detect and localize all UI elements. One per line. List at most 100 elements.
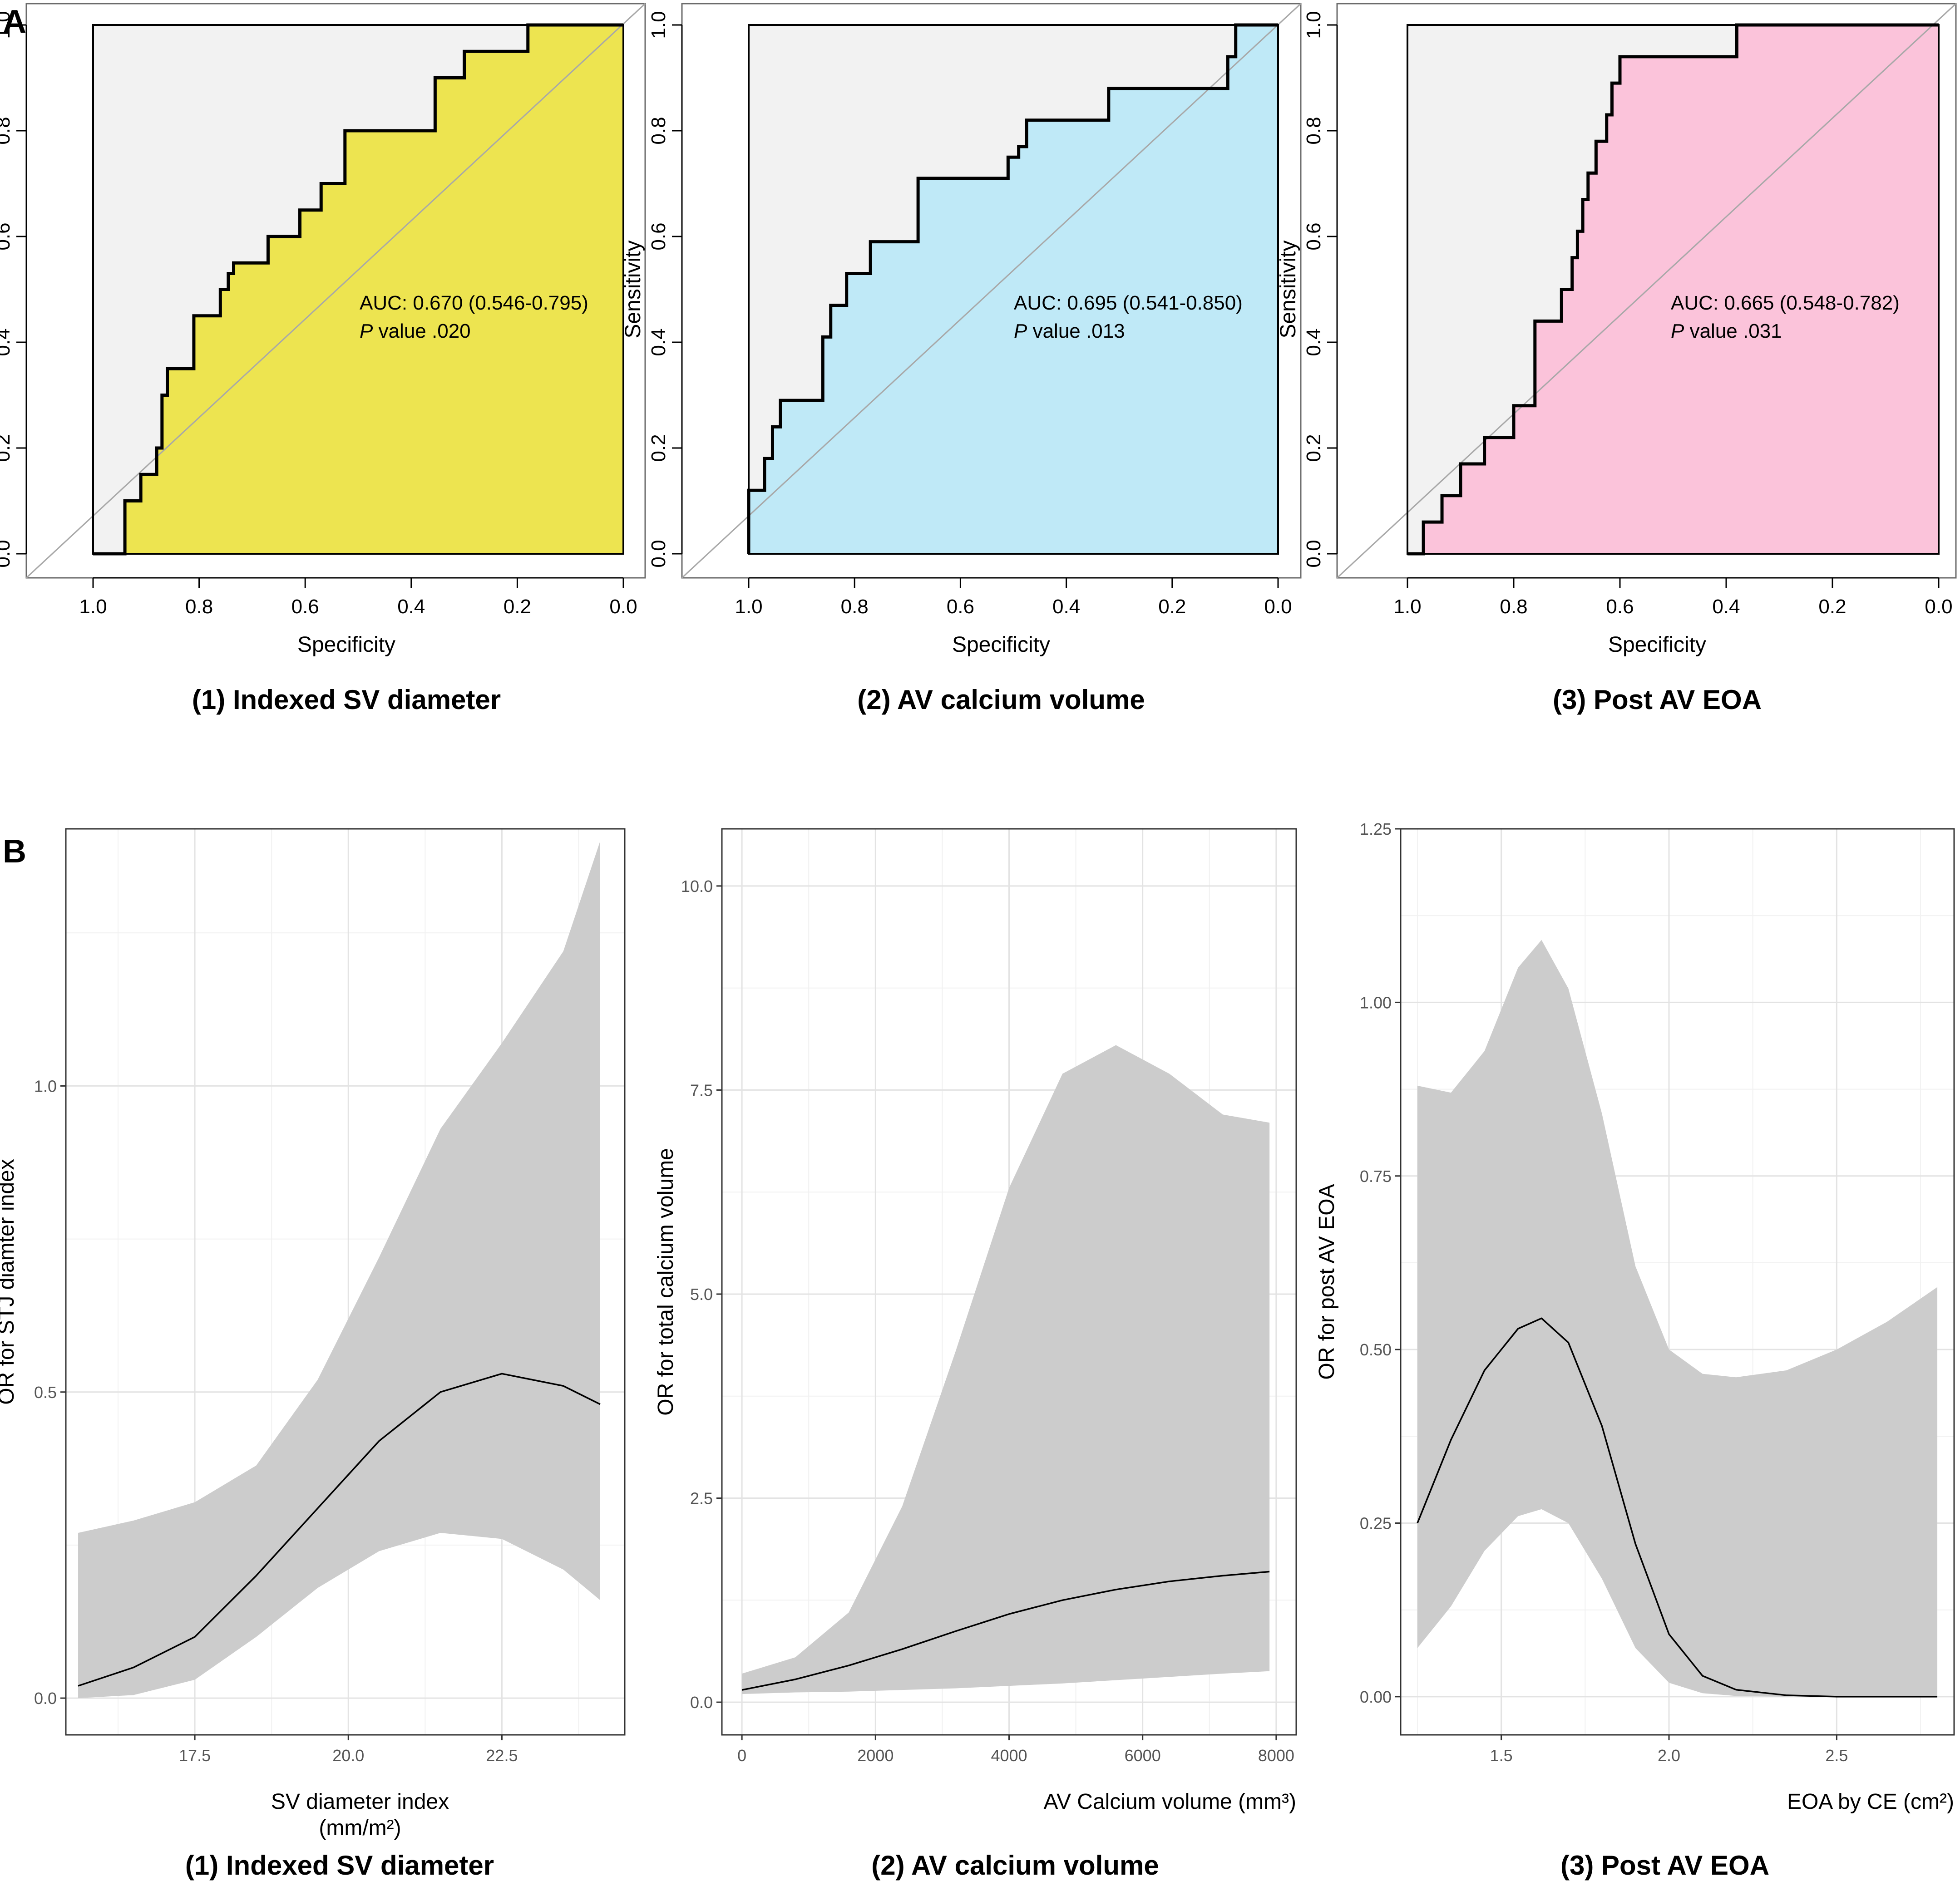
fit-line xyxy=(1417,1317,1938,1698)
confidence-band xyxy=(78,841,600,1699)
y-tick-label: 2.5 xyxy=(690,1489,713,1508)
x-tick-label: 1.5 xyxy=(1490,1746,1513,1765)
roc-box xyxy=(1407,24,1940,555)
panel-caption: (3) Post AV EOA xyxy=(1553,684,1762,715)
y-tick-label: 0.8 xyxy=(0,117,14,144)
y-tick-label: 0.6 xyxy=(1303,222,1325,250)
confidence-band xyxy=(1417,940,1938,1697)
y-tick-label: 0.2 xyxy=(1303,434,1325,462)
y-tick-label: 0.8 xyxy=(1303,117,1325,144)
y-tick-label: 1.0 xyxy=(647,11,670,39)
y-tick-label: 0.4 xyxy=(647,328,670,356)
plot-border xyxy=(65,828,626,1736)
fit-line xyxy=(78,1373,601,1687)
x-axis-title: Specificity xyxy=(1608,633,1706,657)
x-tick-label: 2.5 xyxy=(1825,1746,1848,1765)
spline-chart-av-calcium: 0 2000 4000 6000 8000 0.0 2.5 5.0 7.5 10.0 AV Calc… xyxy=(654,828,1297,1881)
plot-border xyxy=(1400,828,1955,1736)
roc-curve xyxy=(747,23,1278,554)
y-tick-label: 10.0 xyxy=(681,877,713,896)
y-tick-label: 0.2 xyxy=(647,434,670,462)
y-axis-title: Sensitivity xyxy=(1276,240,1300,338)
p-value-text: value .031 xyxy=(1684,320,1782,342)
y-axis-title: OR for total calcium volume xyxy=(654,1148,678,1416)
panel-caption: (1) Indexed SV diameter xyxy=(192,684,501,715)
y-tick-label: 5.0 xyxy=(690,1285,713,1304)
y-tick-label: 1.25 xyxy=(1360,820,1392,838)
x-axis-title: (mm/m²) xyxy=(319,1816,401,1840)
y-tick-label: 7.5 xyxy=(690,1081,713,1099)
x-tick-label: 0.0 xyxy=(609,596,637,618)
roc-curve xyxy=(93,23,623,556)
spline-chart-post-eoa: 1.5 2.0 2.5 0.00 0.25 0.50 0.75 1.00 1.25 EOA by … xyxy=(1315,820,1955,1881)
y-tick-label: 1.0 xyxy=(34,1077,57,1095)
x-tick-label: 0.4 xyxy=(1712,596,1740,618)
p-value-italic: P xyxy=(1671,320,1684,342)
chance-diagonal xyxy=(25,3,646,579)
y-tick-label: 0.8 xyxy=(647,117,670,144)
fit-line xyxy=(741,1571,1270,1691)
roc-chart-av-calcium: 1.0 0.8 0.6 0.4 0.2 0.0 0.0 0.2 0.4 0.6 0.8 1.0 Spec… xyxy=(621,3,1302,715)
panel-caption: (2) AV calcium volume xyxy=(857,684,1145,715)
x-tick-label: 0.6 xyxy=(1606,596,1634,618)
x-tick-label: 2000 xyxy=(857,1746,894,1765)
y-axis-title: OR for STJ diamter index xyxy=(0,1159,19,1405)
x-tick-label: 2.0 xyxy=(1658,1746,1680,1765)
y-tick-label: 0.6 xyxy=(0,222,14,250)
y-tick-label: 0.4 xyxy=(1303,328,1325,356)
x-tick-label: 0.2 xyxy=(504,596,531,618)
p-value-italic: P xyxy=(360,320,373,342)
auc-annotation: AUC: 0.695 (0.541-0.850) xyxy=(1014,292,1243,314)
chance-diagonal xyxy=(1336,3,1957,579)
y-tick-label: 0.6 xyxy=(647,222,670,250)
spline-chart-sv-diameter: 17.5 20.0 22.5 0.0 0.5 1.0 SV diameter index(m… xyxy=(0,828,626,1881)
y-tick-label: 0.75 xyxy=(1360,1167,1392,1186)
auc-annotation: AUC: 0.670 (0.546-0.795) xyxy=(360,292,588,314)
x-tick-label: 0.8 xyxy=(185,596,213,618)
p-value-annotation: P value .013 xyxy=(1014,320,1125,342)
x-axis-title: Specificity xyxy=(952,633,1050,657)
panel-caption: (3) Post AV EOA xyxy=(1560,1850,1769,1881)
x-tick-label: 0 xyxy=(737,1746,746,1765)
p-value-text: value .013 xyxy=(1027,320,1125,342)
x-tick-label: 22.5 xyxy=(486,1746,518,1765)
x-axis-title: AV Calcium volume (mm³) xyxy=(1044,1790,1297,1814)
roc-box xyxy=(92,24,624,555)
x-tick-label: 0.4 xyxy=(397,596,425,618)
x-axis-title: Specificity xyxy=(297,633,395,657)
x-tick-label: 1.0 xyxy=(79,596,107,618)
y-tick-label: 1.0 xyxy=(0,11,14,39)
x-tick-label: 0.2 xyxy=(1158,596,1186,618)
x-tick-label: 0.6 xyxy=(947,596,974,618)
roc-area-under-curve xyxy=(1407,25,1939,554)
panel-caption: (2) AV calcium volume xyxy=(871,1850,1159,1881)
x-tick-label: 1.0 xyxy=(1393,596,1421,618)
y-tick-label: 0.00 xyxy=(1360,1688,1392,1706)
y-tick-label: 0.0 xyxy=(0,540,14,567)
roc-chart-post-eoa: 1.0 0.8 0.6 0.4 0.2 0.0 0.0 0.2 0.4 0.6 0.8 1.0 Spec… xyxy=(1276,3,1957,715)
roc-area-under-curve xyxy=(93,25,623,554)
y-tick-label: 1.00 xyxy=(1360,993,1392,1012)
roc-box xyxy=(748,24,1279,555)
panel-b-letter: B xyxy=(3,833,26,870)
confidence-band xyxy=(742,1045,1270,1694)
x-tick-label: 6000 xyxy=(1125,1746,1161,1765)
p-value-text: value .020 xyxy=(373,320,470,342)
p-value-annotation: P value .031 xyxy=(1671,320,1782,342)
chance-diagonal xyxy=(681,3,1302,579)
auc-annotation: AUC: 0.665 (0.548-0.782) xyxy=(1671,292,1900,314)
x-tick-label: 8000 xyxy=(1258,1746,1294,1765)
y-tick-label: 0.0 xyxy=(34,1689,57,1708)
y-tick-label: 0.5 xyxy=(34,1383,57,1402)
x-axis-title: SV diameter index xyxy=(271,1790,449,1814)
panel-caption: (1) Indexed SV diameter xyxy=(185,1850,494,1881)
y-tick-label: 0.4 xyxy=(0,328,14,356)
x-tick-label: 0.0 xyxy=(1264,596,1292,618)
roc-area-under-curve xyxy=(749,25,1278,554)
y-tick-label: 0.25 xyxy=(1360,1514,1392,1533)
p-value-italic: P xyxy=(1014,320,1027,342)
y-tick-label: 1.0 xyxy=(1303,11,1325,39)
x-tick-label: 0.8 xyxy=(841,596,869,618)
x-tick-label: 0.2 xyxy=(1818,596,1846,618)
